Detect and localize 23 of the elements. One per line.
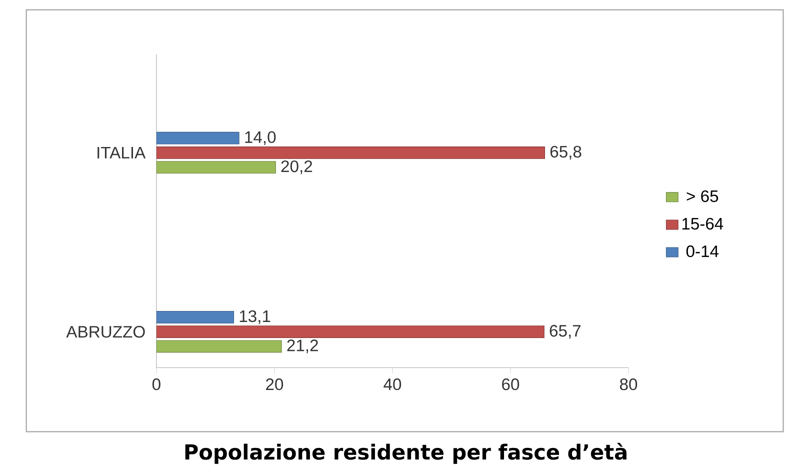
legend-label: 15-64 — [682, 218, 724, 230]
legend-label: > 65 — [686, 190, 718, 202]
data-label: 13,1 — [240, 310, 270, 324]
bar — [156, 161, 276, 174]
data-label: 65,8 — [550, 146, 582, 160]
text: Popolazione residente per fasce d’età — [185, 442, 626, 464]
x-tick-label: 0 — [152, 378, 160, 390]
data-label: 65,7 — [550, 324, 581, 339]
data-label: 20,2 — [281, 160, 312, 174]
x-tick-label: 40 — [384, 378, 402, 390]
data-label: 21,2 — [287, 339, 318, 354]
x-tick-label: 20 — [266, 378, 284, 390]
x-tick-label: 80 — [620, 378, 638, 390]
bar — [156, 340, 282, 353]
y-tick-label: ABRUZZO — [66, 326, 145, 338]
bar — [156, 326, 544, 338]
bar — [156, 146, 545, 159]
bar — [156, 310, 234, 324]
bar — [156, 132, 240, 144]
data-label: 14,0 — [245, 131, 276, 145]
y-tick-label: ITALIA — [98, 146, 146, 158]
legend-label: 0-14 — [686, 245, 719, 258]
x-tick-label: 60 — [502, 378, 520, 390]
